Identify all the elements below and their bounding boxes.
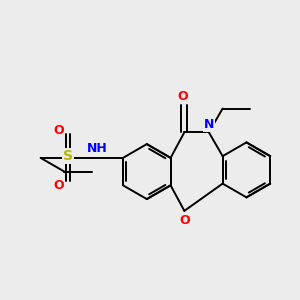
Text: S: S [63, 149, 73, 163]
Text: O: O [53, 124, 64, 137]
Text: N: N [204, 118, 214, 131]
Text: O: O [177, 91, 188, 103]
Text: N: N [204, 118, 214, 131]
Text: NH: NH [87, 142, 108, 154]
Text: NH: NH [88, 143, 107, 153]
Text: S: S [63, 149, 73, 163]
Text: O: O [53, 178, 64, 192]
Text: O: O [53, 178, 64, 192]
Text: O: O [53, 124, 64, 137]
Text: O: O [179, 214, 190, 227]
Text: O: O [177, 91, 188, 103]
Text: O: O [179, 214, 190, 227]
